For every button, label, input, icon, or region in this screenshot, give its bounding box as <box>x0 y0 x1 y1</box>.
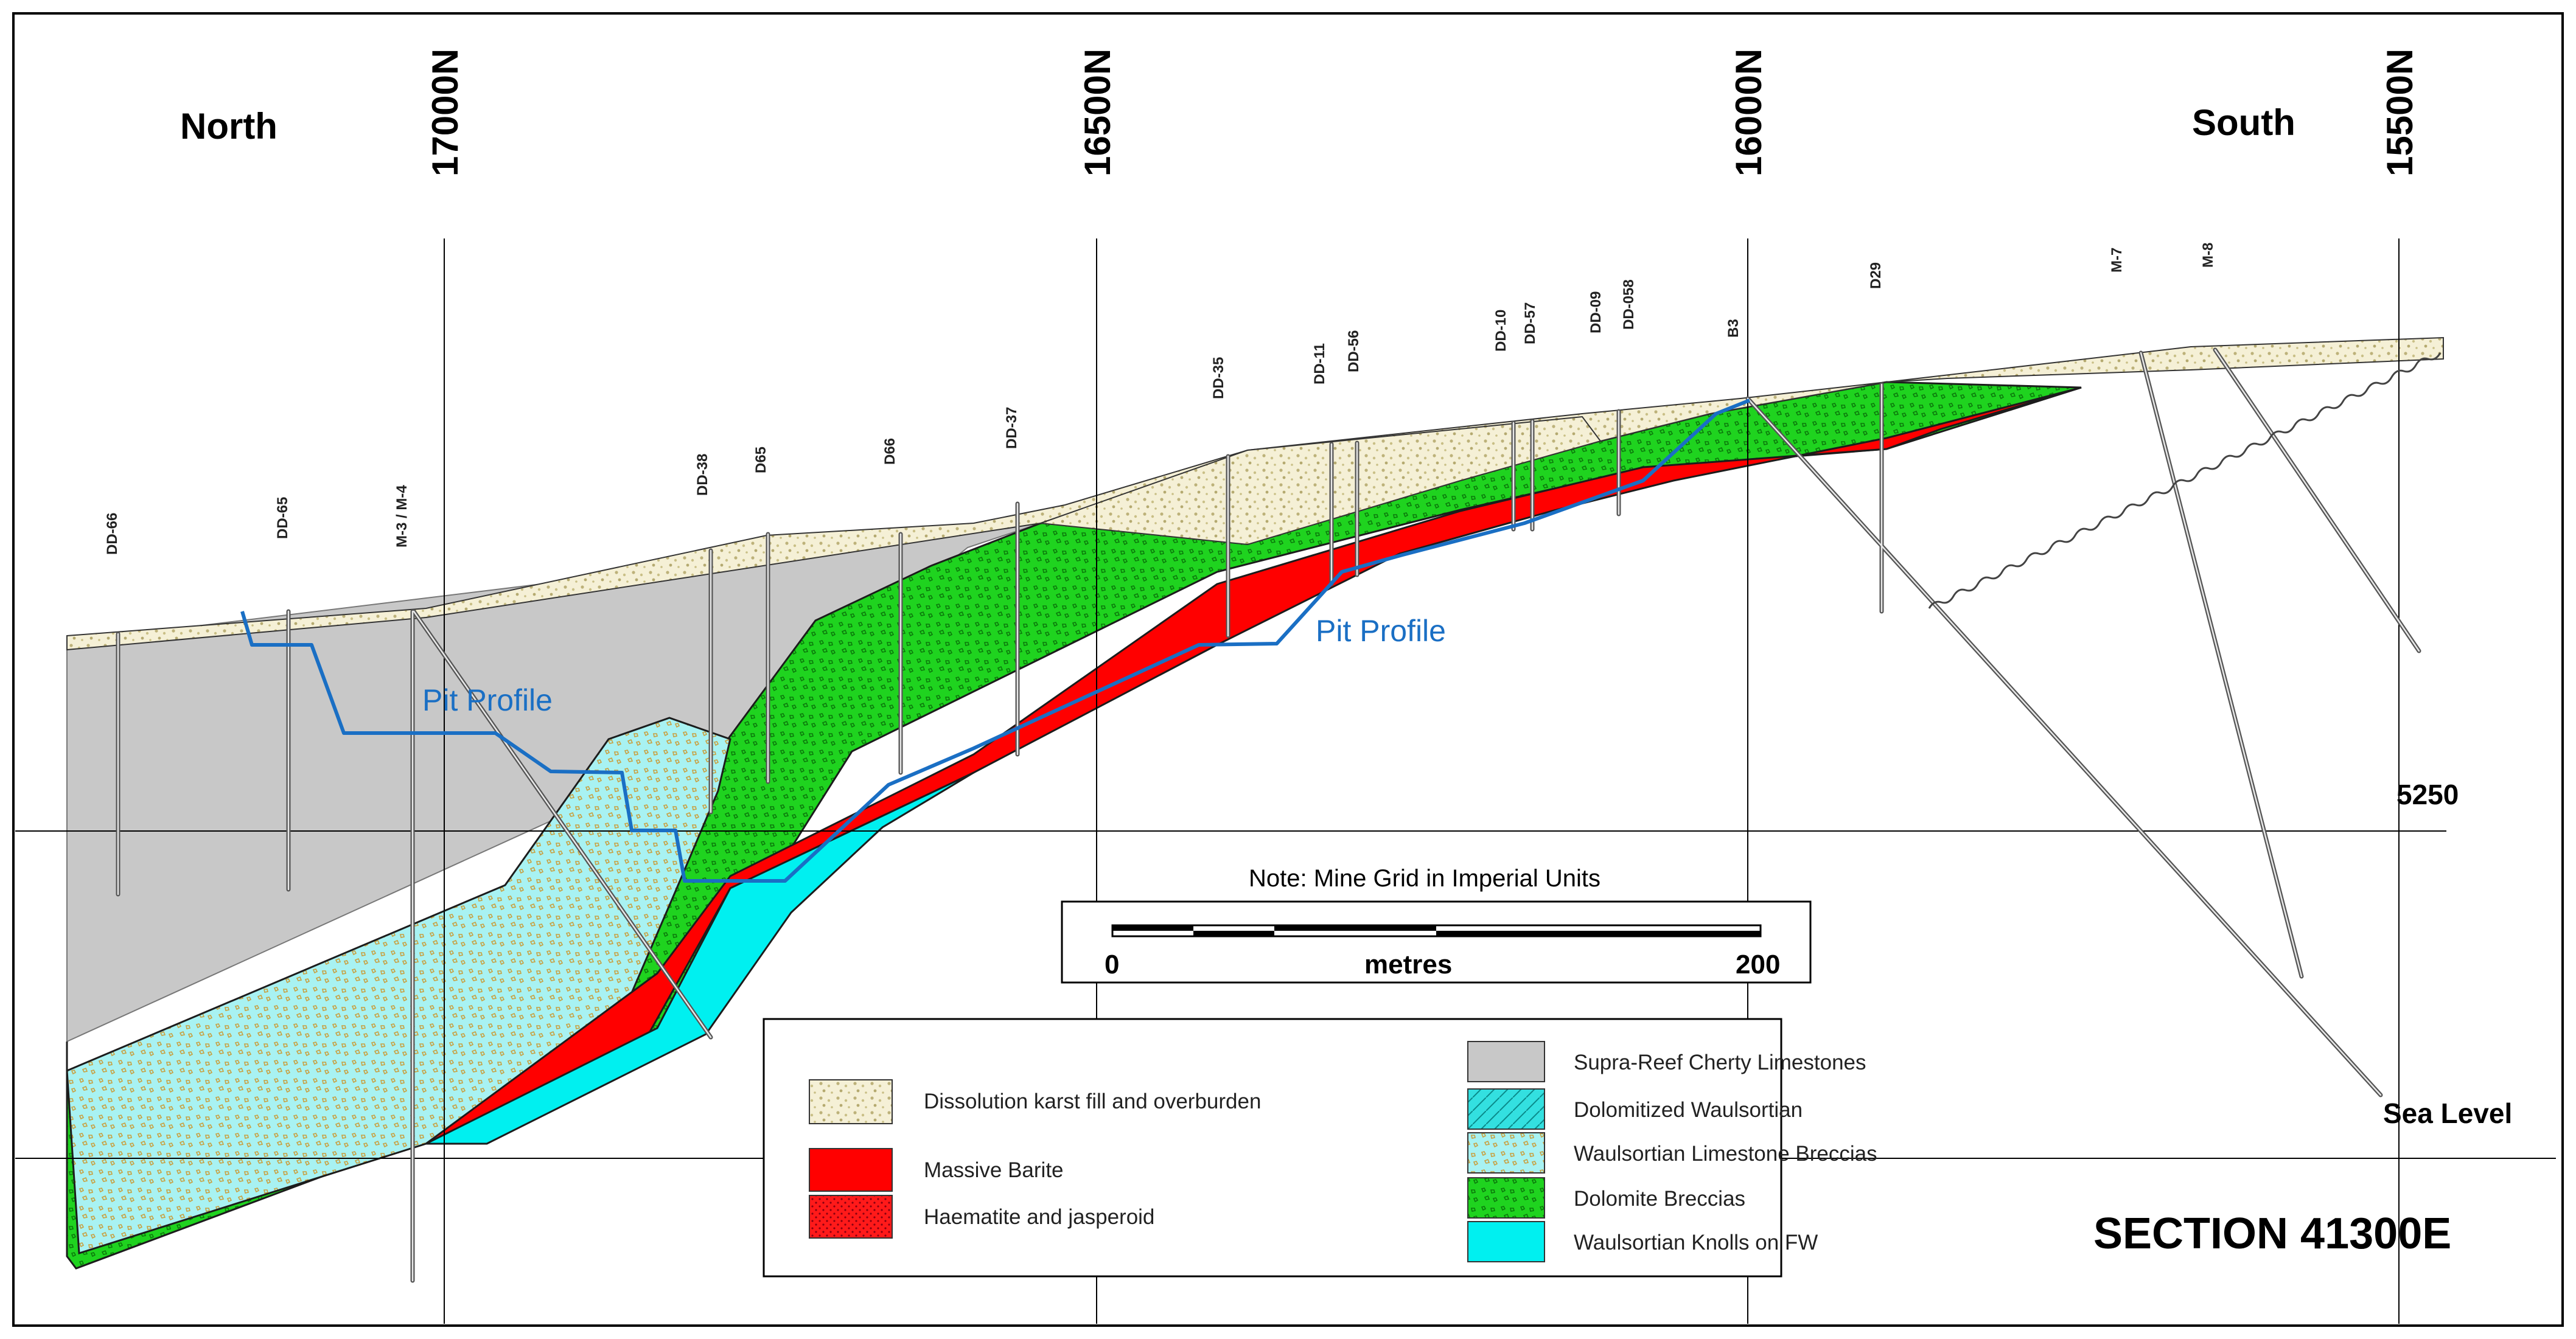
pit-profile-label-right: Pit Profile <box>1316 614 1446 648</box>
hole-label-m-7: M-7 <box>2109 248 2125 273</box>
hole-label-dd-09: DD-09 <box>1588 291 1604 333</box>
legend-swatch-dolomitized <box>1467 1088 1545 1130</box>
legend-label-karst: Dissolution karst fill and overburden <box>924 1090 1261 1113</box>
legend-swatch-dolomite-breccia <box>1467 1177 1545 1219</box>
grid-label-16500n: 16500N <box>1077 49 1118 176</box>
massive-barite-unit <box>425 386 2082 1145</box>
hole-label-d65: D65 <box>753 447 769 473</box>
hole-label-dd-56: DD-56 <box>1346 330 1362 372</box>
hole-label-m-3-m-4: M-3 / M-4 <box>394 485 410 548</box>
outer-frame <box>12 12 2564 1327</box>
south-label: South <box>2192 102 2295 143</box>
hole-label-d29: D29 <box>1868 262 1884 289</box>
drill-holes-inner <box>117 349 2420 1282</box>
legend-label-barite: Massive Barite <box>924 1158 1064 1182</box>
north-label: North <box>180 106 277 147</box>
legend-swatch-barite <box>809 1148 893 1192</box>
legend-swatch-karst <box>809 1079 893 1124</box>
legend-label-knolls: Waulsortian Knolls on FW <box>1574 1231 1818 1254</box>
scale-bar <box>1111 924 1762 937</box>
legend-swatch-supra-reef <box>1467 1041 1545 1082</box>
hole-label-dd-11: DD-11 <box>1311 343 1328 384</box>
hole-label-m-8: M-8 <box>2200 243 2216 268</box>
scale-box <box>1061 900 1812 984</box>
hole-label-dd-57: DD-57 <box>1522 302 1538 344</box>
legend-label-supra-reef: Supra-Reef Cherty Limestones <box>1574 1051 1866 1074</box>
hole-label-d66: D66 <box>882 438 898 465</box>
scale-end: 200 <box>1736 950 1780 979</box>
hole-label-b3: B3 <box>1725 319 1742 338</box>
grid-label-16000n: 16000N <box>1728 49 1769 176</box>
hole-label-dd-058: DD-058 <box>1621 279 1637 330</box>
legend-label-waulsortian-breccia: Waulsortian Limestone Breccias <box>1574 1142 1877 1166</box>
hole-label-dd-38: DD-38 <box>694 454 711 496</box>
mine-grid-note: Note: Mine Grid in Imperial Units <box>1249 865 1600 892</box>
scale-unit: metres <box>1364 950 1452 979</box>
legend-swatch-haematite <box>809 1195 893 1239</box>
waulsortian-knolls-unit <box>425 771 974 1145</box>
pit-profile-line <box>240 398 1751 883</box>
waulsortian-limestone-breccia-unit <box>66 717 731 1255</box>
hole-label-dd-10: DD-10 <box>1493 310 1509 352</box>
pit-profile-label-left: Pit Profile <box>422 683 553 717</box>
legend-box <box>763 1018 1782 1278</box>
grid-label-17000n: 17000N <box>425 49 466 176</box>
elevation-label-sea-level: Sea Level <box>2383 1097 2512 1129</box>
legend: Dissolution karst fill and overburden Ma… <box>809 1041 1877 1262</box>
karst-pocket <box>1040 416 1602 546</box>
section-title: SECTION 41300E <box>2093 1209 2451 1258</box>
legend-swatch-knolls <box>1467 1221 1545 1262</box>
fault-line <box>1928 352 2442 609</box>
scale-start: 0 <box>1105 950 1119 979</box>
grid-label-15500n: 15500N <box>2379 49 2420 176</box>
hole-label-dd-66: DD-66 <box>104 513 120 555</box>
legend-swatch-waulsortian-breccia <box>1467 1132 1545 1174</box>
hole-label-dd-37: DD-37 <box>1004 407 1020 449</box>
elevation-label-5250: 5250 <box>2396 779 2459 810</box>
hole-label-dd-65: DD-65 <box>274 497 291 539</box>
hole-label-dd-35: DD-35 <box>1210 357 1227 399</box>
legend-label-dolomite-breccia: Dolomite Breccias <box>1574 1187 1745 1211</box>
legend-label-haematite: Haematite and jasperoid <box>924 1205 1154 1229</box>
legend-label-dolomitized: Dolomitized Waulsortian <box>1574 1098 1803 1122</box>
